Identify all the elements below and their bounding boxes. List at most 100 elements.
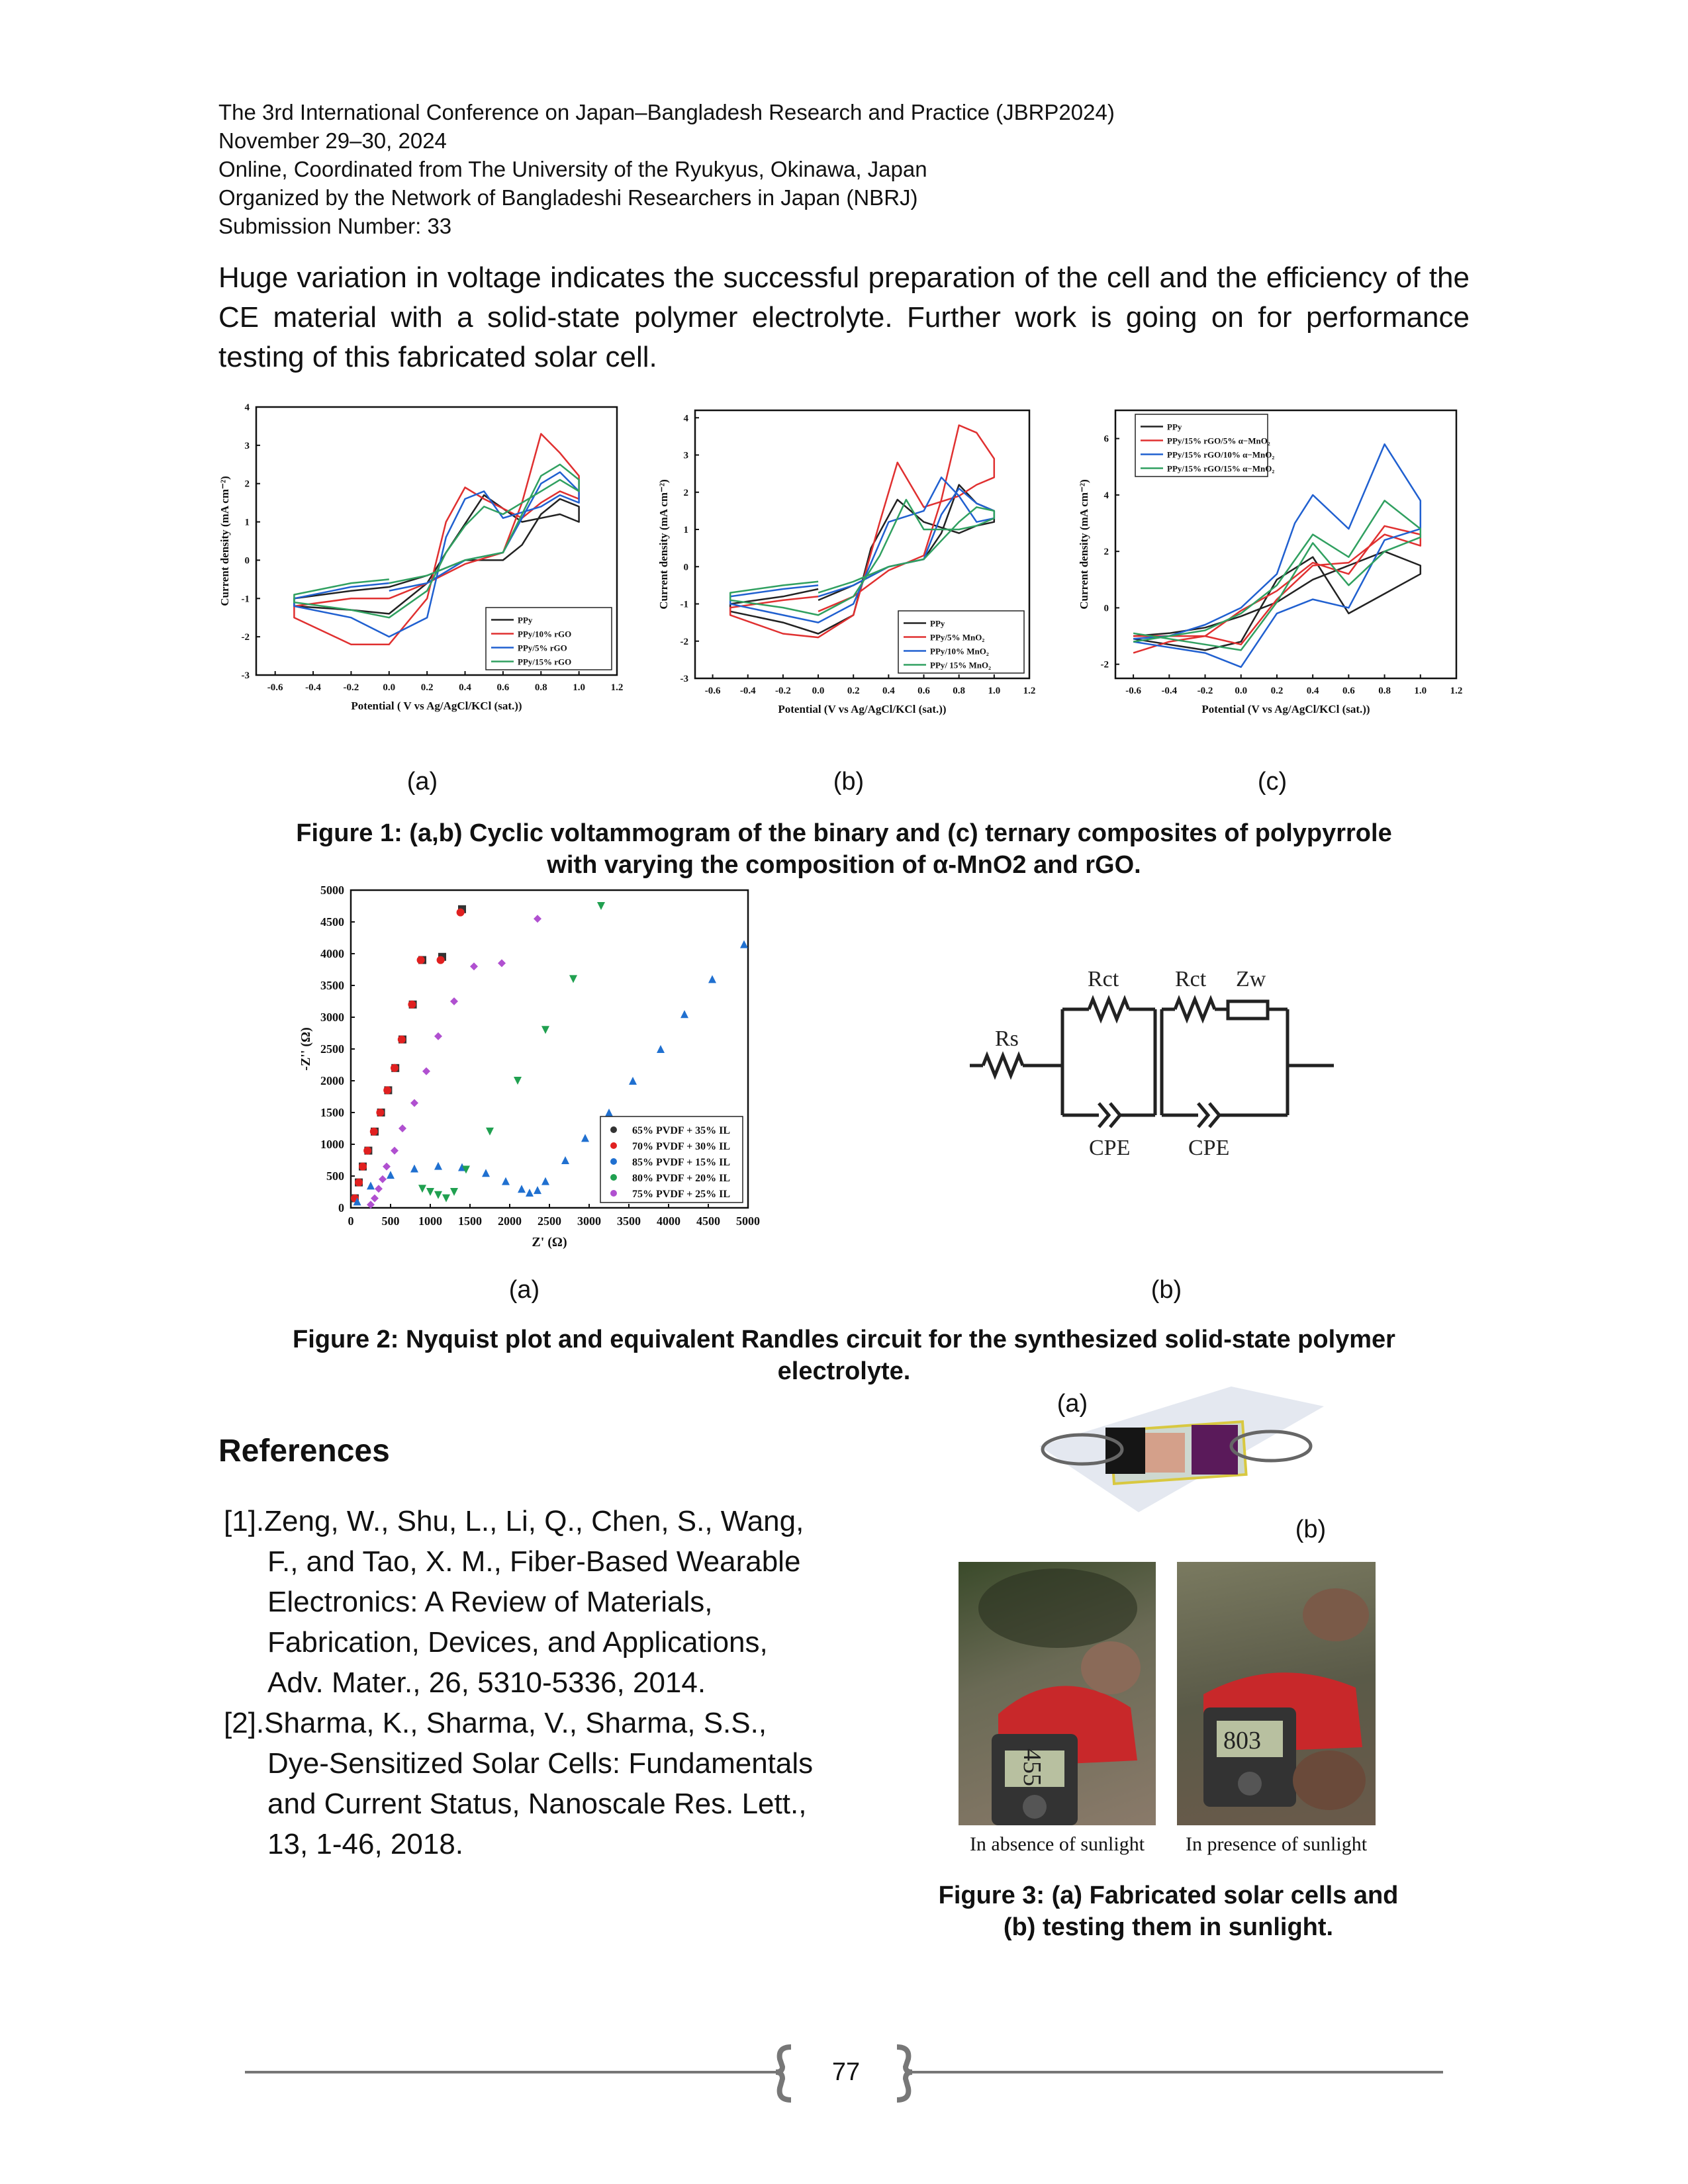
header-line-3: Online, Coordinated from The University … [218,157,927,181]
data-point [375,1185,383,1193]
x-axis-label: Potential (V vs Ag/AgCl/KCl (sat.)) [778,703,946,715]
reference-2-line-1: Sharma, K., Sharma, V., Sharma, S.S., [264,1707,767,1739]
conference-header: The 3rd International Conference on Japa… [218,98,1115,240]
x-tick-label: -0.2 [775,686,791,696]
data-point [740,940,748,948]
data-point [416,956,425,964]
x-tick-label: 2000 [498,1214,522,1228]
photo-right-caption: In presence of sunlight [1185,1833,1368,1855]
data-point [371,1194,379,1203]
data-point [367,1201,375,1209]
data-point [359,1162,367,1171]
x-tick-label: 4000 [657,1214,680,1228]
legend-label: PPy/10% rGO [518,629,571,639]
y-tick-label: 0 [684,562,689,572]
series-line [293,494,580,615]
x-tick-label: 1.0 [988,686,1000,696]
legend-label: PPy/15% rGO/10% α−MnO₂ [1167,450,1274,460]
meter-right-reading: 803 [1223,1727,1261,1754]
legend-label: PPy/ 15% MnO₂ [930,660,991,670]
data-point [708,975,716,983]
header-line-5: Submission Number: 33 [218,214,452,238]
data-point [569,975,577,983]
figure2-caption-line2: electrolyte. [777,1357,911,1385]
x-tick-label: 1.0 [1414,686,1427,696]
data-point [518,1185,526,1193]
legend-swatch [610,1158,617,1165]
series-line [1133,443,1422,668]
data-point [541,1177,549,1185]
data-point [436,956,445,964]
x-tick-label: 3500 [617,1214,641,1228]
figure2a-nyquist-plot: 0 500 1000 1500 2000 2500 3000 3500 4000 4500 5000… [299,884,760,1250]
x-tick-label: 1.2 [611,682,624,693]
y-tick-label: -1 [680,600,689,610]
data-point [434,1161,442,1170]
figure1a-cv-chart: -0.6 -0.4 -0.2 0.0 0.2 0.4 0.6 0.8 1.0 1.2 -3 -2 -1 0… [218,402,624,712]
data-point [391,1064,399,1072]
figure1-label-b: (b) [833,768,865,796]
y-tick-label: -2 [680,637,689,647]
reference-1-line-5: Adv. Mater., 26, 5310-5336, 2014. [267,1666,706,1699]
y-tick-label: 1 [684,525,689,535]
fabricated-solar-cell-photo [1039,1387,1324,1512]
photo-absence-of-sunlight: 455 [959,1562,1156,1825]
y-tick-label: -3 [680,674,689,684]
data-point [434,1191,442,1199]
x-tick-label: 0.2 [1271,686,1284,696]
x-axis-label: Potential ( V vs Ag/AgCl/KCl (sat.)) [351,700,522,712]
x-tick-label: 3000 [577,1214,601,1228]
x-tick-label: -0.2 [1197,686,1213,696]
data-point [450,1188,458,1196]
footer-rule [245,2044,1443,2103]
data-point [680,1010,688,1019]
x-tick-label: -0.6 [267,682,283,693]
data-point [597,902,605,910]
x-tick-label: 0.4 [882,686,895,696]
circuit-label-cpe1: CPE [1089,1136,1130,1160]
y-tick-label: -3 [242,670,250,681]
x-tick-label: 500 [382,1214,400,1228]
legend-label: 70% PVDF + 30% IL [632,1141,730,1152]
x-tick-label: -0.4 [1161,686,1177,696]
figure3-label-b: (b) [1295,1516,1327,1543]
figure2-caption: Figure 2: Nyquist plot and equivalent Ra… [199,1324,1489,1387]
x-tick-label: 1500 [458,1214,482,1228]
data-point [410,1164,418,1173]
circuit-label-cpe2: CPE [1188,1136,1229,1160]
reference-2: [2].Sharma, K., Sharma, V., Sharma, S.S.… [224,1703,859,1864]
x-tick-label: 0.8 [953,686,965,696]
figure3-caption: Figure 3: (a) Fabricated solar cells and… [887,1880,1450,1943]
x-tick-label: 0.0 [1235,686,1247,696]
x-axis-label: Potential (V vs Ag/AgCl/KCl (sat.)) [1201,703,1370,715]
y-tick-label: 0 [338,1201,344,1214]
legend-label: PPy [1167,422,1182,432]
y-tick-label: 3 [684,451,689,461]
meter-left-reading: 455 [1018,1749,1046,1786]
data-point [502,1177,510,1185]
y-tick-label: 3000 [320,1011,344,1024]
reference-1-line-4: Fabrication, Devices, and Applications, [267,1626,768,1659]
data-point [470,962,478,971]
series-line [729,498,996,616]
reference-2-line-4: 13, 1-46, 2018. [267,1828,464,1860]
photo-presence-of-sunlight: 803 [1177,1562,1376,1825]
x-tick-label: 0.8 [535,682,547,693]
legend-swatch [610,1190,617,1197]
data-point [422,1067,430,1075]
y-tick-label: 2000 [320,1074,344,1087]
y-tick-label: 2 [245,479,250,490]
x-tick-label: -0.2 [344,682,359,693]
x-tick-label: 1.0 [573,682,585,693]
data-point [456,908,465,917]
circuit-label-zw: Zw [1236,967,1266,991]
header-line-4: Organized by the Network of Bangladeshi … [218,185,918,210]
y-tick-label: -2 [1101,660,1109,670]
header-line-1: The 3rd International Conference on Japa… [218,100,1115,124]
y-axis-label: -Z'' (Ω) [299,1027,313,1070]
data-point [514,1077,522,1085]
reference-2-number: [2]. [224,1707,265,1739]
data-point [629,1077,637,1085]
legend-label: PPy/15% rGO/5% α−MnO₂ [1167,436,1270,446]
figure1c-cv-chart: -0.6 -0.4 -0.2 0.0 0.2 0.4 0.6 0.8 1.0 1.2 -2 0 2 4 6 P… [1079,409,1462,715]
